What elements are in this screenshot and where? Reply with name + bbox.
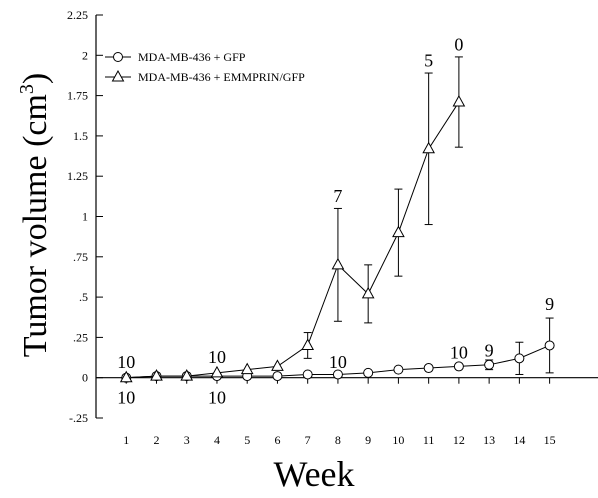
count-annotations: 10 10 10 10 7 10 5 0 10 9 9 — [117, 34, 554, 407]
count-label: 7 — [333, 186, 342, 206]
triangle-marker — [210, 365, 224, 378]
y-axis-title-main: Tumor volume (cm — [17, 94, 54, 357]
triangle-marker — [180, 369, 194, 381]
count-label: 10 — [450, 342, 468, 362]
circle-marker — [484, 359, 495, 370]
circle-marker — [544, 340, 555, 351]
count-label: 10 — [117, 387, 135, 407]
x-tick-label: 14 — [513, 433, 525, 447]
x-tick-label: 11 — [423, 433, 435, 447]
circle-marker — [453, 361, 464, 372]
y-axis-title: Tumor volume (cm3) — [16, 73, 54, 358]
x-tick-label: 8 — [335, 433, 341, 447]
triangle-marker — [119, 370, 133, 383]
y-tick-label: .75 — [73, 250, 88, 264]
x-tick-label: 15 — [544, 433, 556, 447]
x-tick-label: 7 — [305, 433, 311, 447]
circle-marker — [363, 367, 374, 378]
x-tick-label: 13 — [483, 433, 495, 447]
y-tick-label: .5 — [79, 290, 88, 304]
count-label: 0 — [454, 34, 463, 54]
y-tick-label: 2.25 — [67, 8, 88, 22]
count-label: 9 — [485, 341, 494, 361]
circle-marker — [272, 371, 283, 382]
y-tick-label: 1.75 — [67, 89, 88, 103]
y-tick-label: 1.5 — [73, 129, 88, 143]
circle-marker — [423, 363, 434, 374]
legend-label: MDA-MB-436 + GFP — [138, 50, 246, 64]
x-tick-label: 4 — [214, 433, 220, 447]
count-label: 10 — [208, 387, 226, 407]
triangle-marker — [422, 141, 435, 154]
x-tick-label: 6 — [274, 433, 280, 447]
triangle-marker — [452, 95, 466, 107]
triangle-marker — [361, 286, 375, 299]
legend-triangle-icon — [111, 69, 125, 82]
y-tick-label: 0 — [82, 371, 88, 385]
y-tick-label: .25 — [73, 330, 88, 344]
count-label: 10 — [117, 352, 135, 372]
legend-label: MDA-MB-436 + EMMPRIN/GFP — [138, 70, 305, 84]
circle-marker — [302, 369, 313, 380]
circle-marker — [393, 364, 404, 375]
y-tick-label: -.25 — [69, 411, 88, 425]
x-tick-label: 1 — [123, 433, 129, 447]
count-label: 10 — [329, 352, 347, 372]
count-label: 10 — [208, 347, 226, 367]
y-tick-label: 1 — [82, 210, 88, 224]
triangle-marker — [240, 362, 254, 375]
triangle-marker — [331, 257, 345, 270]
triangle-marker — [392, 225, 405, 238]
x-tick-label: 9 — [365, 433, 371, 447]
count-label: 5 — [424, 51, 433, 71]
y-tick-label: 1.25 — [67, 169, 88, 183]
legend-circle-icon — [113, 52, 123, 62]
circle-marker — [332, 369, 343, 380]
y-axis-title-close: ) — [17, 73, 54, 84]
series-line-triangle — [126, 101, 460, 379]
triangle-marker — [301, 338, 315, 350]
series-markers — [119, 95, 555, 383]
x-tick-label: 10 — [392, 433, 404, 447]
circle-marker — [514, 353, 525, 364]
error-bars — [303, 56, 554, 375]
y-tick-label: 2 — [82, 48, 88, 62]
x-tick-label: 12 — [453, 433, 465, 447]
triangle-marker — [150, 369, 163, 381]
y-axis-title-superscript: 3 — [16, 84, 38, 94]
x-tick-label: 3 — [184, 433, 190, 447]
count-label: 9 — [545, 294, 554, 314]
x-tick-label: 5 — [244, 433, 250, 447]
legend: MDA-MB-436 + GFP MDA-MB-436 + EMMPRIN/GFP — [105, 50, 305, 84]
triangle-marker — [271, 359, 284, 371]
x-tick-label: 2 — [153, 433, 159, 447]
x-axis-title: Week — [273, 454, 354, 494]
